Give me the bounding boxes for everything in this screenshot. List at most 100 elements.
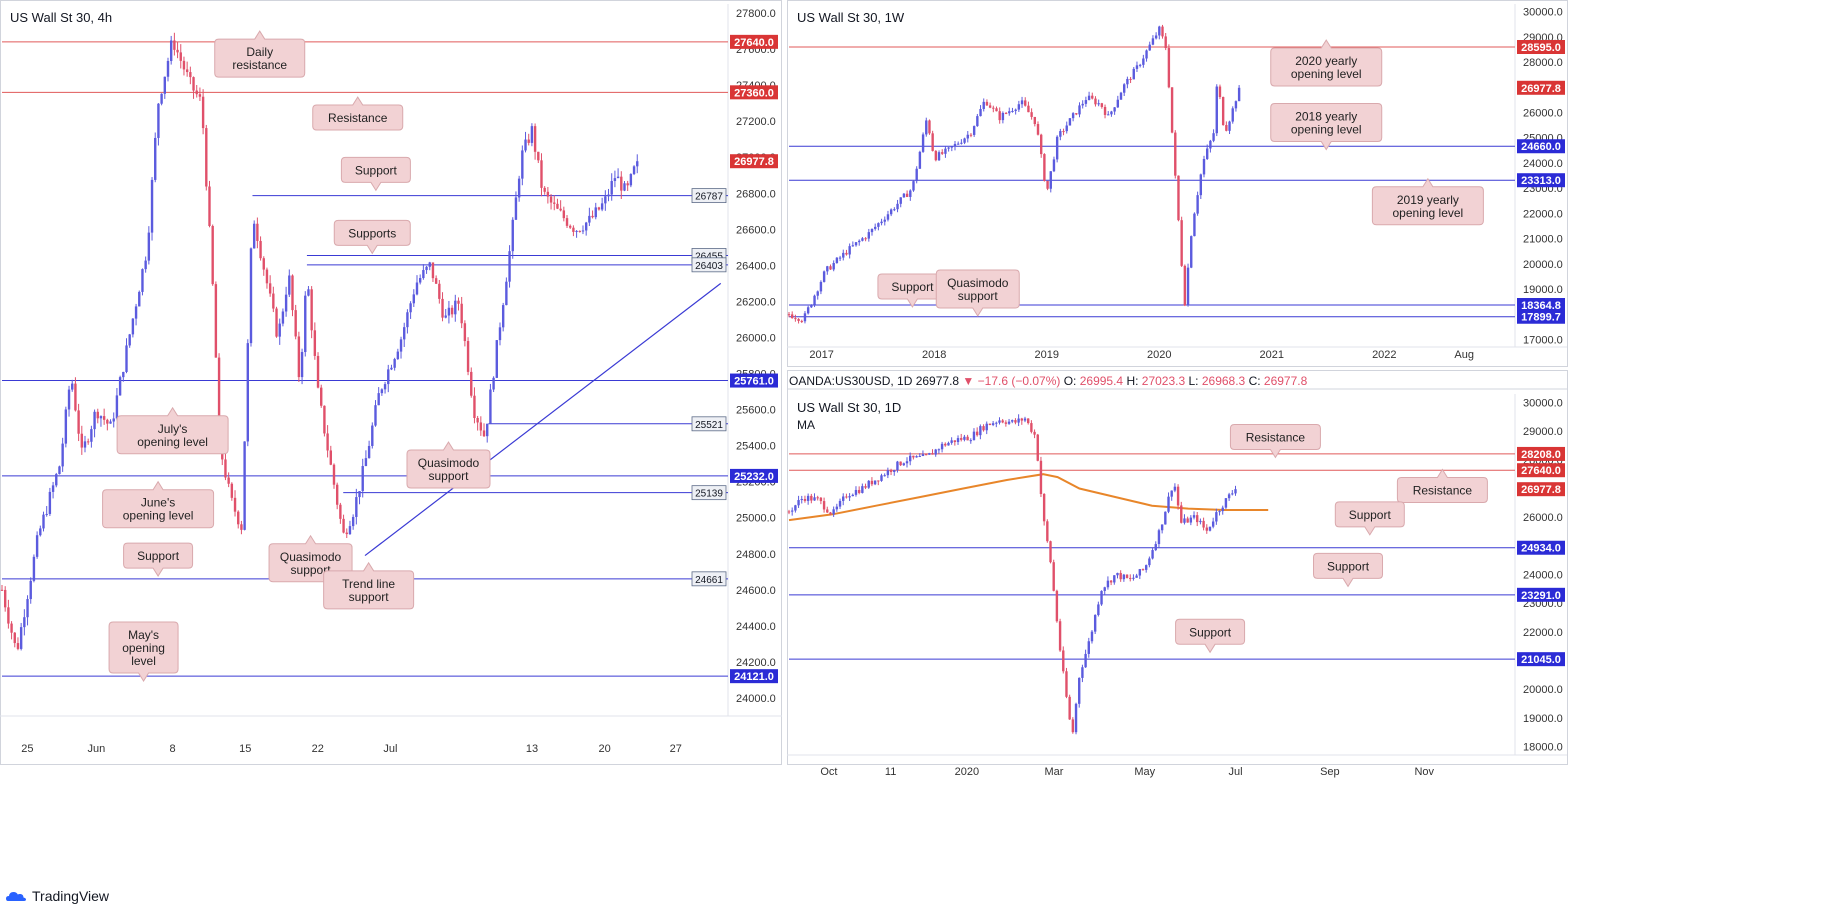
w1-candle-body (1228, 121, 1231, 131)
w1-candle-body (854, 242, 858, 246)
w1-candle-body (1043, 154, 1046, 181)
d1-candle-body (1020, 418, 1024, 421)
d1-moving-average-line[interactable] (788, 473, 1269, 522)
w1-candle-body (1004, 112, 1008, 114)
w1-candle-body (1110, 111, 1113, 115)
callout-text: opening level (1291, 123, 1362, 137)
d1-x-tick-label: Oct (820, 766, 837, 778)
h4-candle-body (71, 383, 74, 390)
w1-candle-body (1202, 158, 1206, 175)
w1-candle-body (829, 266, 832, 270)
w1-candle-body (1091, 95, 1094, 99)
h4-candle-body (581, 230, 585, 232)
callout-text: July's (158, 422, 188, 436)
d1-candle-body (1119, 572, 1122, 580)
h4-candle-body (243, 441, 246, 530)
d1-candle-body (1135, 575, 1138, 578)
h4-candle-body (339, 504, 342, 519)
h4-annotation-callout[interactable]: Support (340, 156, 411, 192)
d1-candle-body (851, 494, 854, 497)
d1-candle-body (1215, 512, 1218, 522)
d1-level-badge (1517, 463, 1565, 478)
h4-candle-body (294, 310, 297, 337)
d1-annotation-callout[interactable]: Support (1334, 501, 1405, 536)
tradingview-branding[interactable]: TradingView (6, 888, 109, 904)
d1-candle-body (1141, 569, 1145, 571)
d1-x-tick-label: 11 (885, 766, 896, 778)
h4-x-tick-label: Jul (383, 743, 397, 755)
w1-candle-body (858, 240, 861, 243)
d1-candle-body (985, 423, 988, 431)
d1-candle-body (1093, 615, 1097, 632)
w1-y-tick-label: 28000.0 (1523, 57, 1563, 69)
h4-candle-body (55, 474, 58, 486)
h4-annotation-callout[interactable]: Supports (333, 219, 411, 255)
h4-candle-body (19, 627, 23, 649)
callout-text: Supports (348, 226, 396, 240)
w1-chart[interactable]: 17000.018000.019000.020000.021000.022000… (787, 4, 1567, 361)
d1-candle-body (1160, 524, 1164, 531)
d1-candle-body (1164, 511, 1167, 525)
d1-level-badge (1517, 587, 1565, 602)
d1-annotation-callout[interactable]: Support (1175, 618, 1246, 654)
d1-candle-body (870, 480, 874, 485)
d1-annotation-callout[interactable]: Resistance (1229, 423, 1321, 459)
w1-x-tick-label: 2022 (1372, 349, 1396, 361)
h4-candle-body (198, 94, 202, 97)
d1-annotation-callout[interactable]: Support (1313, 552, 1384, 588)
h4-annotation-callout[interactable]: Support (123, 542, 194, 578)
h4-candle-body (51, 485, 55, 492)
h4-candle-body (252, 223, 256, 249)
callout-text: opening level (1393, 206, 1464, 220)
h4-candle-body (109, 421, 112, 424)
h4-trend-line[interactable] (364, 282, 722, 557)
d1-chart[interactable]: 18000.019000.020000.021000.022000.023000… (787, 374, 1567, 778)
d1-level-badge-label: 24934.0 (1521, 543, 1561, 555)
h4-candle-body (256, 223, 259, 241)
d1-annotation-callout[interactable]: Resistance (1396, 468, 1488, 503)
h4-candle-body (96, 411, 99, 419)
h4-candle-body (90, 429, 93, 442)
h4-level-badge-label: 26455 (695, 251, 723, 262)
w1-level-badge-label: 17899.7 (1521, 312, 1561, 324)
w1-candle-body (918, 151, 922, 169)
h4-y-tick-label: 26200.0 (736, 296, 776, 308)
h4-candle-body (454, 300, 457, 315)
h4-candle-body (217, 357, 221, 423)
h4-level-badge-label: 24661 (695, 575, 723, 586)
d1-candle-body (966, 436, 969, 441)
w1-x-tick-label: 2021 (1260, 349, 1284, 361)
callout-text: Support (355, 163, 398, 177)
w1-candle-body (816, 291, 819, 296)
d1-y-tick-label: 24000.0 (1523, 570, 1563, 582)
h4-candle-body (326, 433, 329, 451)
w1-annotation-callout[interactable]: Support (877, 273, 948, 308)
w1-candle-body (1231, 108, 1234, 122)
d1-candle-body (1058, 621, 1062, 651)
h4-candle-body (179, 52, 182, 61)
h4-y-tick-label: 27800.0 (736, 8, 776, 20)
h4-chart[interactable]: 24000.0 24200.0 24400.0 24600.0 24800.0 25000… (0, 4, 782, 755)
h4-candle-body (425, 266, 428, 271)
h4-candle-body (208, 186, 211, 226)
callout-text: Trend line (342, 577, 395, 591)
h4-candle-body (553, 202, 556, 204)
h4-candle-body (597, 207, 601, 210)
h4-annotation-callout[interactable]: Resistance (312, 96, 404, 131)
w1-y-tick-label: 21000.0 (1523, 234, 1563, 246)
h4-level-badge (730, 34, 778, 49)
w1-candle-body (1113, 107, 1116, 112)
w1-candle-body (1087, 95, 1091, 101)
